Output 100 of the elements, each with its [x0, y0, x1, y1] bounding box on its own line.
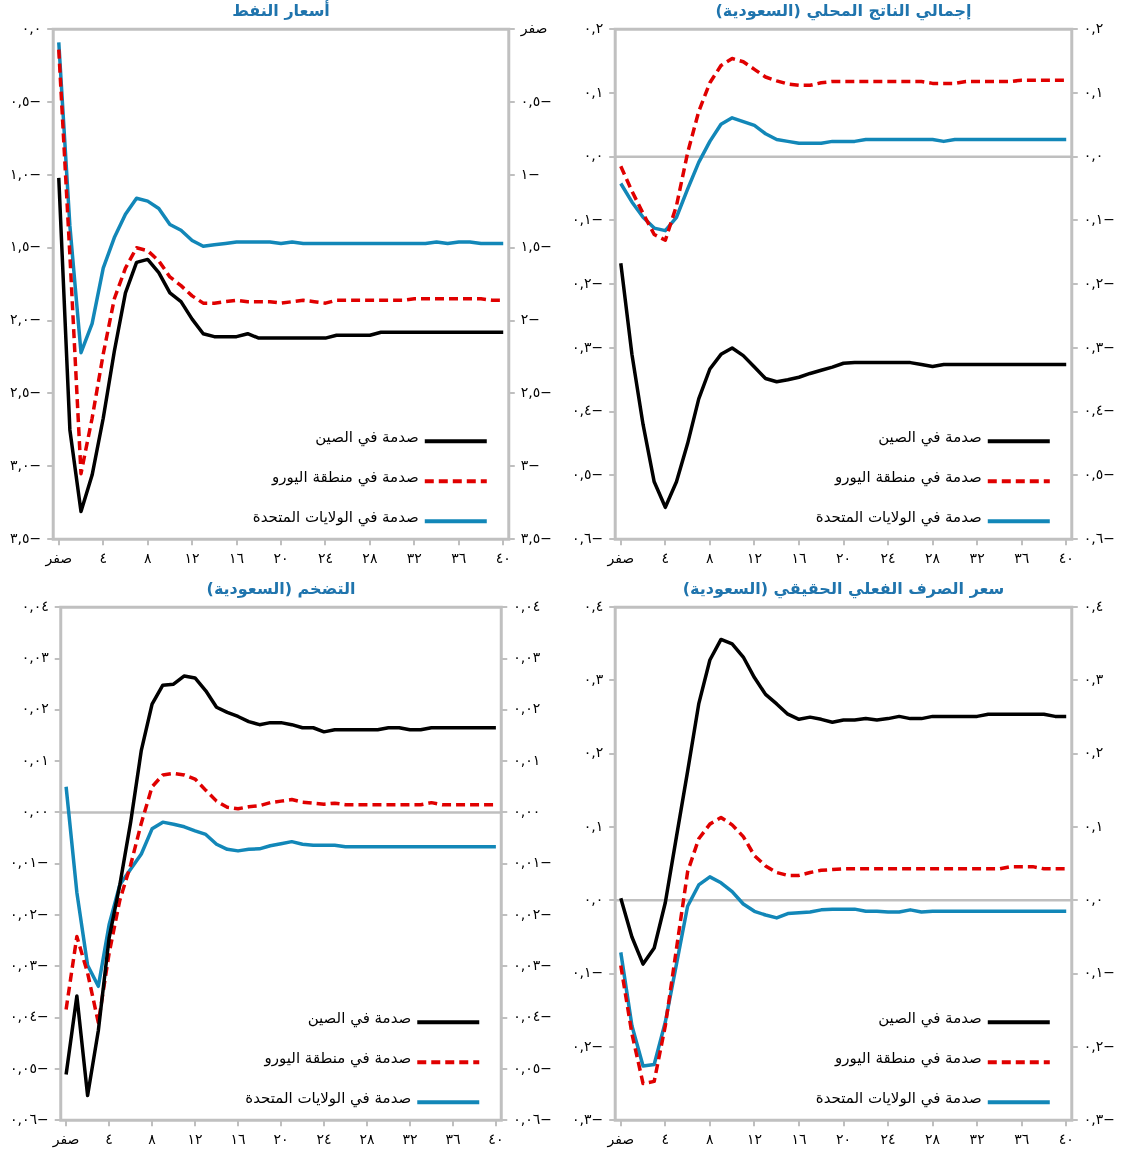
- y-tick-label: ٠,١: [583, 83, 604, 100]
- y-tick-label: ٠,٠٣−: [9, 956, 49, 973]
- y-tick-label: ٠,٠١−: [9, 854, 49, 871]
- y2-tick-label: ١,٥−: [520, 238, 553, 255]
- y2-tick-label: ٠,٦−: [1083, 529, 1116, 546]
- x-tick-label: ٤٠: [1058, 1131, 1074, 1148]
- y2-tick-label: ١−: [520, 165, 541, 182]
- x-tick-label: ٢٤: [880, 550, 896, 567]
- legend-label: صدمة في الصين: [878, 428, 982, 448]
- y-tick-label: ٣,٠−: [9, 456, 42, 473]
- y-tick-label: ٠,٦−: [571, 529, 604, 546]
- x-tick-label: ٨: [148, 1131, 157, 1148]
- x-tick-label: ٣٢: [969, 1131, 985, 1148]
- y2-tick-label: ٠,٥−: [1083, 466, 1116, 483]
- y2-tick-label: ٠,٠٢: [513, 700, 541, 717]
- x-tick-label: ٤٠: [488, 1131, 504, 1148]
- legend-label: صدمة في الصين: [315, 428, 419, 448]
- chart-title: سعر الصرف الفعلي الحقيقي (السعودية): [682, 578, 1005, 599]
- y-tick-label: ٠,٠٥−: [9, 1059, 49, 1076]
- y-tick-label: ٣,٥−: [9, 529, 42, 546]
- x-tick-label: ٤: [661, 550, 670, 567]
- y2-tick-label: ٠,١: [1083, 83, 1104, 100]
- chart-title: أسعار النفط: [232, 0, 330, 20]
- y-tick-label: ٢,٠−: [9, 311, 42, 328]
- y-tick-label: ٠,٣−: [571, 338, 604, 355]
- x-tick-label: ٨: [143, 550, 152, 567]
- y-tick-label: ١,٥−: [9, 238, 42, 255]
- y2-tick-label: ٠,٠: [1083, 147, 1104, 164]
- x-tick-label: ٤: [661, 1131, 670, 1148]
- legend-label: صدمة في منطقة اليورو: [834, 1049, 982, 1069]
- y2-tick-label: ٠,٣: [1083, 671, 1104, 688]
- y2-tick-label: ٠,٣−: [1083, 338, 1116, 355]
- y2-tick-label: ٠,٠١−: [513, 854, 553, 871]
- y2-tick-label: ٠,٠٤−: [513, 1008, 553, 1025]
- y-tick-label: ٠,٠١: [21, 751, 49, 768]
- y2-tick-label: ٠,٠٢−: [513, 905, 553, 922]
- x-tick-label: ٢٠: [273, 550, 289, 567]
- y2-tick-label: ٠,١−: [1083, 211, 1116, 228]
- legend-label: صدمة في الولايات المتحدة: [252, 508, 419, 528]
- x-tick-label: ٤٠: [495, 550, 511, 567]
- legend-label: صدمة في الصين: [878, 1009, 982, 1029]
- x-tick-label: صفر: [606, 550, 635, 568]
- x-tick-label: ٣٢: [402, 1131, 418, 1148]
- y2-tick-label: ٠,٣−: [1083, 1110, 1116, 1127]
- y-tick-label: ٠,٠٦−: [9, 1110, 49, 1127]
- y-tick-label: ٠,٢: [583, 744, 604, 761]
- x-tick-label: ١٦: [230, 1131, 246, 1148]
- y-tick-label: ٠,٠٤: [21, 597, 49, 614]
- x-tick-label: ٣٦: [1014, 1131, 1030, 1148]
- y2-tick-label: ٣,٥−: [520, 529, 553, 546]
- y2-tick-label: ٠,٢−: [1083, 274, 1116, 291]
- x-tick-label: ٣٢: [406, 550, 422, 567]
- line-series: [619, 815, 1068, 1086]
- y-tick-label: ٠,١: [583, 817, 604, 834]
- x-tick-label: ٣٦: [445, 1131, 461, 1148]
- y-tick-label: ٠,٢−: [571, 274, 604, 291]
- x-tick-label: ٢٤: [317, 550, 333, 567]
- x-tick-label: ١٦: [791, 1131, 807, 1148]
- y-tick-label: ٠,٠٤−: [9, 1008, 49, 1025]
- y2-tick-label: ٠,٠٥−: [513, 1059, 553, 1076]
- legend-label: صدمة في منطقة اليورو: [271, 468, 419, 488]
- y-tick-label: ١,٠−: [9, 165, 42, 182]
- y2-tick-label: ٠,٤: [1083, 597, 1104, 614]
- x-tick-label: ٤: [99, 550, 107, 567]
- y2-tick-label: ٠,٠٠: [513, 803, 541, 820]
- y-tick-label: ٠,٠: [583, 147, 604, 164]
- x-tick-label: ٢٠: [273, 1131, 289, 1148]
- x-tick-label: صفر: [606, 1131, 635, 1149]
- legend-label: صدمة في الولايات المتحدة: [245, 1089, 412, 1109]
- y2-tick-label: ٠,٠٦−: [513, 1110, 553, 1127]
- x-tick-label: ٨: [706, 1131, 715, 1148]
- x-tick-label: ١٦: [229, 550, 245, 567]
- y-tick-label: ٠,٤: [583, 597, 604, 614]
- x-tick-label: صفر: [51, 1131, 80, 1149]
- y-tick-label: ٢,٥−: [9, 384, 42, 401]
- y2-tick-label: ٠,٠٣: [513, 649, 541, 666]
- x-tick-label: ٢٤: [316, 1131, 332, 1148]
- x-tick-label: ٣٦: [1014, 550, 1030, 567]
- x-tick-label: ٢٠: [835, 550, 852, 567]
- x-tick-label: ٢٨: [362, 550, 378, 567]
- y-tick-label: ٠,٣: [583, 671, 604, 688]
- y2-tick-label: ٠,١−: [1083, 964, 1116, 981]
- y-tick-label: ٠,٥−: [9, 92, 42, 109]
- y2-tick-label: ٠,٢: [1083, 19, 1104, 36]
- x-tick-label: ٢٨: [359, 1131, 375, 1148]
- legend-label: صدمة في الولايات المتحدة: [815, 508, 982, 528]
- x-tick-label: ١٢: [187, 1131, 203, 1148]
- x-tick-label: ٨: [706, 550, 715, 567]
- y2-tick-label: ٢,٥−: [520, 384, 553, 401]
- y-tick-label: ٠,١−: [571, 964, 604, 981]
- x-tick-label: ٣٢: [969, 550, 985, 567]
- x-tick-label: ٣٦: [451, 550, 467, 567]
- legend-label: صدمة في منطقة اليورو: [834, 468, 982, 488]
- y2-tick-label: ٠,٠: [1083, 890, 1104, 907]
- y-tick-label: ٠,٢: [583, 19, 604, 36]
- x-tick-label: ٢٤: [880, 1131, 896, 1148]
- y-tick-label: ٠,١−: [571, 211, 604, 228]
- y-tick-label: ٠,٠٣: [21, 649, 50, 666]
- y-tick-label: ٠,٠: [583, 890, 604, 907]
- y2-tick-label: ٠,٢−: [1083, 1037, 1116, 1054]
